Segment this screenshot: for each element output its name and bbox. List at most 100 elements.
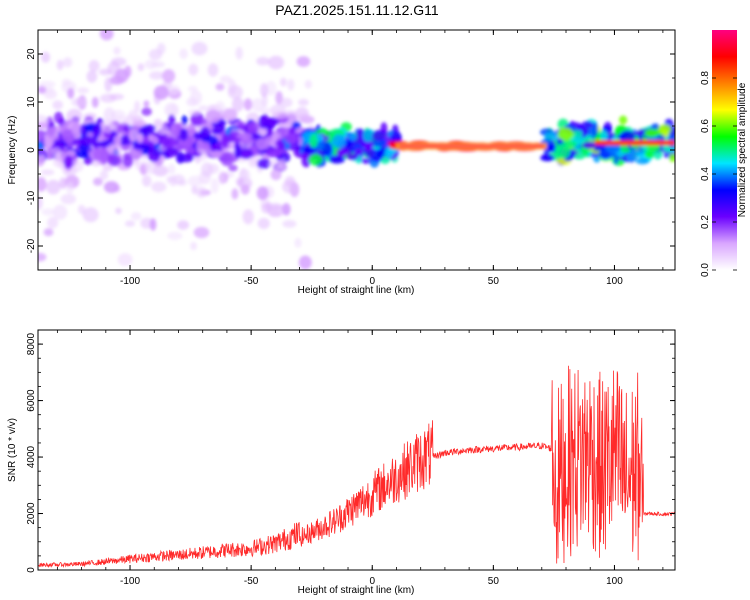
y-tick-label: 4000 bbox=[26, 445, 37, 468]
heatmap-cell bbox=[328, 155, 346, 164]
heatmap-cell bbox=[258, 115, 269, 129]
heatmap-cell bbox=[157, 43, 166, 55]
heatmap-cell bbox=[247, 120, 259, 136]
heatmap-cell bbox=[256, 158, 271, 169]
x-tick-label: 0 bbox=[369, 576, 375, 587]
heatmap-cell bbox=[231, 97, 244, 112]
colorbar-tick-label: 0.0 bbox=[700, 263, 711, 277]
heatmap-cell bbox=[362, 129, 374, 143]
spectrogram-ylabel: Frequency (Hz) bbox=[7, 116, 18, 185]
heatmap-ridge-core bbox=[398, 144, 545, 148]
heatmap-cell bbox=[177, 220, 190, 230]
colorbar-label: Normalized spectral amplitude bbox=[737, 82, 748, 217]
heatmap-cell bbox=[592, 122, 599, 138]
y-tick-label: -10 bbox=[26, 190, 37, 205]
heatmap-cell bbox=[181, 115, 188, 126]
heatmap-cell bbox=[115, 68, 129, 83]
snr-series-line bbox=[38, 365, 675, 569]
heatmap-cell bbox=[50, 147, 62, 158]
heatmap-cell bbox=[99, 170, 109, 181]
heatmap-cell bbox=[88, 60, 100, 72]
heatmap-cell bbox=[75, 151, 89, 159]
heatmap-cell bbox=[179, 48, 188, 60]
heatmap-cell bbox=[668, 152, 675, 163]
heatmap-cell bbox=[60, 193, 77, 205]
heatmap-cell bbox=[280, 77, 287, 87]
heatmap-cell bbox=[83, 158, 93, 165]
heatmap-cell bbox=[113, 46, 121, 55]
heatmap-cell bbox=[557, 127, 574, 141]
heatmap-cell bbox=[93, 122, 102, 137]
heatmap-cell bbox=[38, 85, 47, 94]
snr-x-ticks: -100 -50 0 50 100 bbox=[56, 330, 664, 587]
colorbar: 0.0 0.2 0.4 0.6 0.8 Normalized spectral ampl… bbox=[700, 30, 748, 277]
snr-frame bbox=[37, 329, 676, 571]
heatmap-cell bbox=[267, 55, 285, 70]
heatmap-cell bbox=[347, 132, 358, 142]
heatmap-cell bbox=[141, 107, 152, 116]
heatmap-cell bbox=[41, 6, 50, 17]
heatmap-cell bbox=[221, 133, 229, 149]
heatmap-cell bbox=[82, 207, 99, 223]
heatmap-cell bbox=[76, 97, 83, 106]
heatmap-cell bbox=[193, 132, 209, 140]
heatmap-cell bbox=[188, 63, 199, 76]
heatmap-cell bbox=[296, 56, 311, 67]
heatmap-cell bbox=[284, 133, 298, 144]
colorbar-tick-label: 0.6 bbox=[700, 119, 711, 133]
heatmap-cell bbox=[151, 181, 167, 193]
snr-y-ticks: 0 2000 4000 6000 8000 bbox=[26, 329, 675, 573]
heatmap-cell bbox=[540, 154, 555, 162]
heatmap-cell bbox=[197, 141, 211, 151]
heatmap-cell bbox=[165, 84, 181, 96]
heatmap-cell bbox=[40, 169, 55, 176]
colorbar-gradient bbox=[712, 30, 737, 270]
y-tick-label: 0 bbox=[26, 567, 37, 573]
heatmap-cell bbox=[271, 111, 288, 120]
heatmap-cell bbox=[155, 124, 169, 135]
heatmap-cell bbox=[219, 75, 232, 84]
y-tick-label: -20 bbox=[26, 238, 37, 253]
heatmap-cell bbox=[297, 98, 309, 106]
heatmap-cell bbox=[93, 177, 103, 186]
heatmap-cell bbox=[308, 154, 323, 166]
heatmap-cell bbox=[346, 153, 359, 160]
heatmap-cell bbox=[107, 142, 123, 157]
x-tick-label: -100 bbox=[120, 576, 140, 587]
heatmap-cell bbox=[38, 122, 50, 129]
y-tick-label: 8000 bbox=[26, 333, 37, 356]
heatmap-cell bbox=[56, 59, 64, 71]
heatmap-cell bbox=[71, 121, 81, 137]
heatmap-cell bbox=[52, 100, 64, 110]
heatmap-cell bbox=[61, 78, 71, 87]
heatmap-cell bbox=[242, 209, 254, 225]
heatmap-cell bbox=[122, 155, 134, 168]
x-tick-label: 100 bbox=[606, 276, 623, 287]
heatmap-cell bbox=[196, 186, 207, 198]
heatmap-cell bbox=[70, 159, 84, 173]
heatmap-cell bbox=[220, 151, 235, 167]
heatmap-cell bbox=[309, 133, 318, 148]
heatmap-cell bbox=[92, 141, 105, 148]
spectrogram-y-ticks: -20 -10 0 10 20 bbox=[26, 29, 675, 271]
heatmap-cell bbox=[207, 163, 219, 174]
heatmap-cell bbox=[554, 143, 571, 159]
heatmap-cell bbox=[644, 128, 659, 138]
heatmap-cell bbox=[102, 164, 114, 172]
heatmap-cell bbox=[619, 115, 628, 125]
heatmap-cell bbox=[38, 252, 47, 262]
heatmap-cell bbox=[39, 80, 56, 88]
y-tick-label: 20 bbox=[26, 48, 37, 60]
heatmap-cell bbox=[98, 68, 112, 76]
heatmap-cell bbox=[103, 181, 120, 194]
heatmap-cell bbox=[93, 148, 110, 162]
heatmap-ridge bbox=[595, 140, 675, 146]
heatmap-cell bbox=[190, 241, 198, 251]
heatmap-cell bbox=[107, 154, 122, 167]
heatmap-cell bbox=[227, 85, 243, 100]
heatmap-cell bbox=[256, 186, 269, 201]
heatmap-cell bbox=[270, 169, 282, 181]
heatmap-cell bbox=[138, 125, 152, 137]
